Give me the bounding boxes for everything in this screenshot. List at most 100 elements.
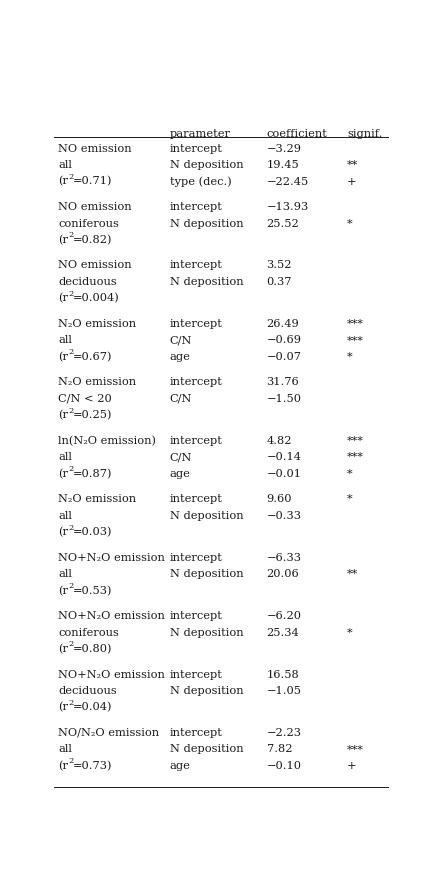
Text: C/N: C/N <box>169 452 192 462</box>
Text: (r: (r <box>58 410 68 420</box>
Text: −22.45: −22.45 <box>267 176 309 187</box>
Text: 2: 2 <box>68 407 73 415</box>
Text: ***: *** <box>347 336 364 345</box>
Text: 9.60: 9.60 <box>267 494 292 505</box>
Text: coefficient: coefficient <box>267 129 327 139</box>
Text: =0.53): =0.53) <box>73 586 113 595</box>
Text: signif.: signif. <box>347 129 382 139</box>
Text: 4.82: 4.82 <box>267 436 292 446</box>
Text: =0.004): =0.004) <box>73 293 120 303</box>
Text: N deposition: N deposition <box>169 160 243 170</box>
Text: =0.73): =0.73) <box>73 761 113 771</box>
Text: all: all <box>58 511 72 521</box>
Text: (r: (r <box>58 527 68 538</box>
Text: 2: 2 <box>68 641 73 649</box>
Text: 20.06: 20.06 <box>267 569 299 579</box>
Text: (r: (r <box>58 702 68 713</box>
Text: N deposition: N deposition <box>169 511 243 521</box>
Text: ***: *** <box>347 319 364 329</box>
Text: (r: (r <box>58 468 68 479</box>
Text: ln(N₂O emission): ln(N₂O emission) <box>58 435 156 446</box>
Text: 2: 2 <box>68 465 73 473</box>
Text: N deposition: N deposition <box>169 744 243 755</box>
Text: 25.34: 25.34 <box>267 627 299 637</box>
Text: N deposition: N deposition <box>169 219 243 229</box>
Text: *: * <box>347 469 353 479</box>
Text: −2.23: −2.23 <box>267 728 302 738</box>
Text: ***: *** <box>347 436 364 446</box>
Text: 19.45: 19.45 <box>267 160 299 170</box>
Text: 25.52: 25.52 <box>267 219 299 229</box>
Text: ***: *** <box>347 452 364 462</box>
Text: parameter: parameter <box>169 129 231 139</box>
Text: intercept: intercept <box>169 202 222 212</box>
Text: *: * <box>347 494 353 505</box>
Text: =0.03): =0.03) <box>73 527 113 538</box>
Text: coniferous: coniferous <box>58 627 119 637</box>
Text: NO/N₂O emission: NO/N₂O emission <box>58 728 159 738</box>
Text: *: * <box>347 627 353 637</box>
Text: coniferous: coniferous <box>58 219 119 229</box>
Text: NO+N₂O emission: NO+N₂O emission <box>58 553 165 562</box>
Text: all: all <box>58 336 72 345</box>
Text: intercept: intercept <box>169 436 222 446</box>
Text: N deposition: N deposition <box>169 569 243 579</box>
Text: (r: (r <box>58 761 68 771</box>
Text: −13.93: −13.93 <box>267 202 309 212</box>
Text: 26.49: 26.49 <box>267 319 299 329</box>
Text: −1.50: −1.50 <box>267 393 302 404</box>
Text: NO emission: NO emission <box>58 143 132 154</box>
Text: ***: *** <box>347 744 364 755</box>
Text: NO+N₂O emission: NO+N₂O emission <box>58 611 165 621</box>
Text: all: all <box>58 452 72 462</box>
Text: −0.14: −0.14 <box>267 452 302 462</box>
Text: −6.33: −6.33 <box>267 553 302 562</box>
Text: type (dec.): type (dec.) <box>169 176 231 187</box>
Text: −3.29: −3.29 <box>267 143 302 154</box>
Text: all: all <box>58 160 72 170</box>
Text: =0.82): =0.82) <box>73 235 113 245</box>
Text: age: age <box>169 761 191 771</box>
Text: 0.37: 0.37 <box>267 277 292 287</box>
Text: 2: 2 <box>68 757 73 765</box>
Text: =0.80): =0.80) <box>73 643 113 654</box>
Text: 3.52: 3.52 <box>267 261 292 271</box>
Text: intercept: intercept <box>169 553 222 562</box>
Text: N deposition: N deposition <box>169 627 243 637</box>
Text: NO emission: NO emission <box>58 202 132 212</box>
Text: 7.82: 7.82 <box>267 744 292 755</box>
Text: N deposition: N deposition <box>169 277 243 287</box>
Text: (r: (r <box>58 293 68 303</box>
Text: NO emission: NO emission <box>58 261 132 271</box>
Text: −1.05: −1.05 <box>267 686 302 696</box>
Text: −0.33: −0.33 <box>267 511 302 521</box>
Text: intercept: intercept <box>169 261 222 271</box>
Text: intercept: intercept <box>169 143 222 154</box>
Text: age: age <box>169 352 191 362</box>
Text: (r: (r <box>58 643 68 654</box>
Text: 2: 2 <box>68 231 73 239</box>
Text: −0.07: −0.07 <box>267 352 302 362</box>
Text: (r: (r <box>58 352 68 362</box>
Text: =0.25): =0.25) <box>73 410 113 420</box>
Text: +: + <box>347 176 356 187</box>
Text: 2: 2 <box>68 699 73 707</box>
Text: C/N: C/N <box>169 393 192 404</box>
Text: intercept: intercept <box>169 494 222 505</box>
Text: (r: (r <box>58 176 68 187</box>
Text: 31.76: 31.76 <box>267 377 299 387</box>
Text: C/N < 20: C/N < 20 <box>58 393 112 404</box>
Text: **: ** <box>347 160 358 170</box>
Text: 2: 2 <box>68 523 73 531</box>
Text: (r: (r <box>58 586 68 595</box>
Text: C/N: C/N <box>169 336 192 345</box>
Text: N₂O emission: N₂O emission <box>58 377 136 387</box>
Text: deciduous: deciduous <box>58 277 117 287</box>
Text: *: * <box>347 352 353 362</box>
Text: =0.67): =0.67) <box>73 352 113 362</box>
Text: NO+N₂O emission: NO+N₂O emission <box>58 669 165 680</box>
Text: N₂O emission: N₂O emission <box>58 319 136 329</box>
Text: intercept: intercept <box>169 611 222 621</box>
Text: (r: (r <box>58 235 68 245</box>
Text: =0.87): =0.87) <box>73 468 113 479</box>
